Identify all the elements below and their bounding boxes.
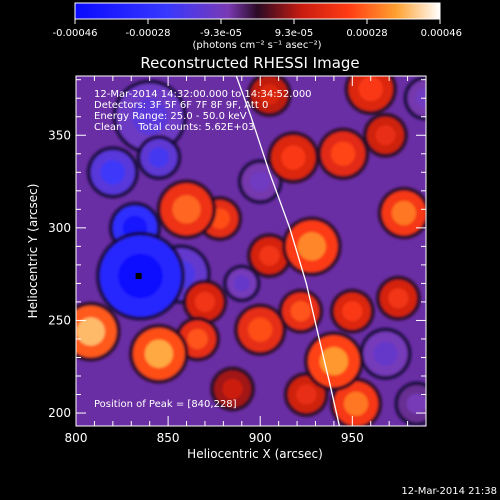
y-axis-tick-label: 300 xyxy=(48,221,71,235)
heatmap-blob-core xyxy=(131,98,168,135)
y-axis-label: Heliocentric Y (arcsec) xyxy=(26,184,40,319)
annotation-detectors: Detectors: 3F 5F 6F 7F 8F 9F, Att 0 xyxy=(94,100,268,111)
heatmap-blob-core xyxy=(194,291,216,313)
heatmap-blob-core xyxy=(358,76,383,102)
heatmap-blob-core xyxy=(233,275,250,292)
peak-position-label: Position of Peak = [840,228] xyxy=(94,399,237,410)
heatmap-blob-core xyxy=(406,393,426,414)
y-axis-tick-label: 250 xyxy=(48,313,71,327)
chart-title: Reconstructed RHESSI Image xyxy=(140,54,359,72)
heatmap-blob-core xyxy=(330,141,356,166)
colorbar-unit-label: (photons cm⁻² s⁻¹ asec⁻²) xyxy=(192,40,321,51)
peak-marker xyxy=(135,273,142,279)
heatmap-blob-core xyxy=(76,317,105,346)
heatmap-blob-core xyxy=(148,147,170,168)
axes: 800 850 900 950 200 250 300 350 xyxy=(48,76,426,445)
heatmap-blob-core xyxy=(373,341,398,366)
heatmap-blob-core xyxy=(342,301,363,322)
colorbar-ticks: -0.00046 -0.00028 -9.3e-05 9.3e-05 0.00028 0.… xyxy=(53,19,462,39)
annotation-clean-counts: Clean Total counts: 5.62E+03 xyxy=(94,122,254,133)
heatmap-blob-core xyxy=(375,125,396,146)
annotation-time-range: 12-Mar-2014 14:32:00.000 to 14:34:52.000 xyxy=(94,89,312,100)
solar-limb-layer xyxy=(235,76,341,426)
colorbar-tick-label: -9.3e-05 xyxy=(200,28,242,39)
x-axis-tick-label: 900 xyxy=(249,431,272,445)
heatmap-blob-core xyxy=(296,384,317,405)
x-axis-label: Heliocentric X (arcsec) xyxy=(187,447,323,461)
plot-area xyxy=(75,75,427,427)
heatmap-blob-core xyxy=(250,171,271,192)
x-axis-tick-label: 850 xyxy=(157,431,180,445)
solar-limb-line xyxy=(235,76,341,426)
heatmap-blob-core xyxy=(187,328,208,350)
heatmap-blob-core xyxy=(259,245,280,266)
heatmap-blob-core xyxy=(415,88,426,109)
x-axis-tick-label: 950 xyxy=(341,431,364,445)
heatmap-blob-core xyxy=(172,195,201,224)
colorbar-tick-label: 9.3e-05 xyxy=(275,28,313,39)
colorbar-tick-label: 0.00046 xyxy=(421,28,462,39)
observation-annotations: 12-Mar-2014 14:32:00.000 to 14:34:52.000… xyxy=(94,89,312,410)
y-axis-tick-label: 200 xyxy=(48,406,71,420)
annotation-energy-range: Energy Range: 25.0 - 50.0 keV xyxy=(94,111,247,122)
colorbar-gradient xyxy=(74,2,441,20)
heatmap-blob-core xyxy=(391,200,417,226)
heatmap-blob-core xyxy=(290,301,311,322)
heatmap-blob-core xyxy=(388,288,409,309)
heatmap-blob-core xyxy=(343,391,369,416)
heatmap-blob-core xyxy=(248,317,273,342)
plot-frame xyxy=(75,75,427,427)
heatmap-blob-core xyxy=(281,145,306,170)
plot-timestamp: 12-Mar-2014 21:38 xyxy=(401,486,497,497)
colorbar-tick-label: -0.00046 xyxy=(53,28,98,39)
heatmap-blob-core xyxy=(259,84,280,105)
colorbar: -0.00046 -0.00028 -9.3e-05 9.3e-05 0.00028 0.… xyxy=(53,2,462,51)
peak-marker-layer xyxy=(135,273,142,279)
heatmap-blob-core xyxy=(297,232,326,261)
colorbar-tick-label: 0.00028 xyxy=(346,28,387,39)
heatmap-blob-core xyxy=(100,160,125,185)
heatmap-blob-core xyxy=(222,378,243,400)
x-axis-tick-label: 800 xyxy=(65,431,88,445)
y-axis-tick-label: 350 xyxy=(48,128,71,142)
colorbar-tick-label: -0.00028 xyxy=(126,28,171,39)
heatmap-blob-core xyxy=(144,339,174,368)
